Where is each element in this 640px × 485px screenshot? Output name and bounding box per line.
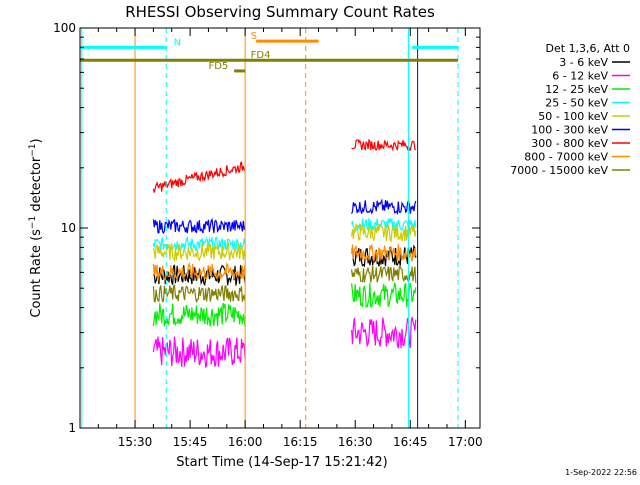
series-12-25kev-interval-1	[152, 302, 246, 327]
legend-label-50-100kev: 50 - 100 keV	[538, 110, 608, 123]
chart-title: RHESSI Observing Summary Count Rates	[125, 3, 435, 21]
legend-label-3-6kev: 3 - 6 keV	[559, 56, 608, 69]
legend-label-7000-15000kev: 7000 - 15000 keV	[510, 164, 608, 177]
y-tick-label-100: 100	[53, 21, 76, 35]
y-axis-label-part1: Count Rate (s	[29, 229, 44, 318]
series-300-800kev-interval-1	[152, 160, 246, 193]
x-tick-label-1600: 16:00	[228, 435, 263, 449]
x-tick-label-1700: 17:00	[448, 435, 483, 449]
series-6-12kev-interval-2	[351, 316, 417, 349]
x-tick-label-1545: 15:45	[173, 435, 208, 449]
flag-label-fd5-5: FD5	[208, 61, 228, 72]
y-tick-label-1: 1	[68, 421, 76, 435]
x-axis-label: Start Time (14-Sep-17 15:21:42)	[176, 455, 387, 470]
legend-header: Det 1,3,6, Att 0	[546, 42, 630, 55]
series-12-25kev-interval-2	[351, 281, 417, 308]
legend-label-100-300kev: 100 - 300 keV	[531, 124, 608, 137]
series-300-800kev-interval-2	[351, 138, 417, 152]
series-100-300kev-interval-2	[351, 198, 417, 216]
y-axis-label: Count Rate (s−1 detector−1)	[28, 138, 44, 317]
legend-label-800-7000kev: 800 - 7000 keV	[524, 151, 608, 164]
legend-label-300-800kev: 300 - 800 keV	[531, 137, 608, 150]
y-axis-label-sup2: −1	[28, 143, 38, 156]
legend-label-6-12kev: 6 - 12 keV	[552, 70, 608, 83]
footer-timestamp: 1-Sep-2022 22:56	[565, 468, 637, 477]
flag-label-fd4-4: FD4	[251, 50, 271, 61]
axis-ticks: 15:30 15:45 16:00 16:15 16:30 16:45 17:00 1 10 10…	[53, 21, 483, 449]
y-axis-label-sup1: −1	[28, 216, 38, 229]
series-800-7000kev-interval-1	[152, 261, 246, 282]
legend-label-25-50kev: 25 - 50 keV	[545, 97, 608, 110]
x-tick-label-1630: 16:30	[338, 435, 373, 449]
series-100-300kev-interval-1	[152, 218, 246, 235]
series-3-6kev-interval-1	[152, 264, 246, 286]
series-3-6kev-interval-2	[351, 244, 417, 268]
y-axis-label-part2: detector	[29, 156, 44, 216]
flag-label-s-3: S	[251, 31, 257, 42]
x-tick-label-1645: 16:45	[393, 435, 428, 449]
flag-label-n-1: N	[174, 37, 181, 48]
series-7000-15000kev-interval-1	[152, 284, 246, 303]
series-7000-15000kev-interval-2	[351, 265, 417, 284]
y-tick-label-10: 10	[61, 221, 76, 235]
series-50-100kev-interval-2	[351, 223, 417, 243]
series-50-100kev-interval-1	[152, 242, 246, 263]
series-6-12kev-interval-1	[152, 336, 246, 369]
series-25-50kev-interval-2	[351, 218, 417, 232]
x-tick-label-1530: 15:30	[118, 435, 153, 449]
plot-area: N S FD4 FD5	[80, 28, 459, 428]
legend-label-12-25kev: 12 - 25 keV	[545, 83, 608, 96]
series-800-7000kev-interval-2	[351, 244, 417, 262]
plot-frame	[79, 27, 481, 429]
x-tick-label-1615: 16:15	[283, 435, 318, 449]
y-axis-label-part3: )	[29, 138, 44, 143]
